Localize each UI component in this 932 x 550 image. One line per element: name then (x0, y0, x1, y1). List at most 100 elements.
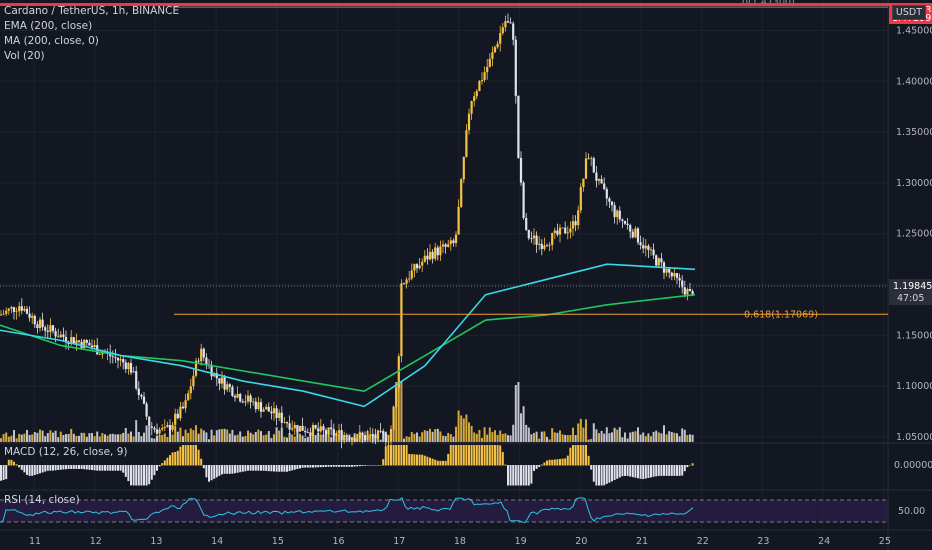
chart-legend: Cardano / TetherUS, 1h, BINANCE EMA (200… (4, 4, 179, 64)
macd-bar (39, 465, 41, 474)
time-tick-label: 15 (272, 536, 284, 547)
volume-bar (231, 429, 234, 442)
macd-bar (88, 465, 91, 470)
candle-body (644, 245, 647, 249)
volume-bar (26, 429, 28, 442)
indicator-ema-label[interactable]: EMA (200, close) (4, 20, 93, 32)
candle-body (600, 179, 603, 184)
candle (249, 393, 252, 409)
volume-bar (72, 433, 75, 442)
macd-bar (54, 465, 57, 471)
volume-bar (564, 434, 567, 442)
candle (675, 272, 679, 285)
candle (441, 240, 445, 253)
candle (179, 401, 182, 422)
volume-bar (218, 429, 221, 442)
macd-bar (52, 465, 54, 471)
macd-bar (494, 445, 496, 466)
candle (280, 406, 283, 428)
volume-bar (166, 437, 169, 442)
volume-bar (590, 438, 593, 442)
volume-bar (473, 432, 476, 442)
macd-bar (689, 465, 691, 466)
volume-bar (31, 434, 34, 442)
candle-body (278, 412, 281, 418)
candle (522, 180, 525, 220)
indicator-vol-label[interactable]: Vol (20) (4, 50, 45, 62)
candle (670, 271, 673, 281)
rsi-pane-label[interactable]: RSI (14, close) (4, 494, 80, 506)
candle (150, 421, 153, 436)
volume-bar (408, 436, 411, 442)
candle (408, 270, 411, 283)
candle (447, 239, 450, 248)
volume-bar (340, 430, 343, 442)
volume-bar (254, 431, 257, 442)
candle-body (72, 337, 75, 345)
candle-body (298, 425, 302, 432)
macd-bar (364, 465, 366, 466)
candle-body (556, 230, 559, 235)
candle (241, 398, 244, 404)
candle (452, 238, 455, 247)
macd-bar (496, 445, 499, 466)
macd-bar (319, 465, 322, 468)
volume-bar (93, 436, 96, 442)
candle-body (426, 255, 429, 260)
candle (176, 409, 179, 420)
candle-body (681, 280, 684, 288)
macd-bar (384, 446, 387, 466)
macd-bar (44, 465, 47, 472)
volume-bar (343, 434, 346, 442)
candle (655, 254, 658, 267)
candle (618, 206, 621, 223)
volume-bar (83, 432, 86, 442)
volume-bar (423, 430, 426, 442)
candle (153, 426, 156, 433)
volume-bar (171, 434, 174, 442)
candle-body (322, 426, 325, 431)
candle (135, 365, 138, 391)
candle (283, 417, 286, 424)
macd-bar (527, 465, 530, 486)
volume-bar (470, 425, 473, 442)
indicator-ma-label[interactable]: MA (200, close, 0) (4, 35, 99, 47)
candle (473, 91, 476, 107)
macd-bar (530, 465, 533, 484)
volume-bar (351, 437, 353, 442)
candle-body (551, 232, 554, 245)
macd-bar (561, 458, 564, 466)
volume-bar (548, 439, 551, 442)
candle (530, 231, 533, 243)
candle (647, 244, 650, 259)
rsi-tick-label: 50.00 (898, 506, 925, 517)
volume-bar (137, 431, 140, 442)
currency-badge[interactable]: USDT (891, 5, 926, 20)
macd-bar (449, 445, 452, 466)
candle-body (51, 325, 55, 332)
macd-bar (104, 465, 106, 471)
candle-body (603, 183, 606, 190)
candle (51, 325, 55, 334)
candle (148, 416, 151, 427)
macd-pane-label[interactable]: MACD (12, 26, close, 9) (4, 446, 128, 458)
candle-body (517, 95, 520, 158)
volume-bar (18, 433, 21, 442)
candle-body (670, 272, 673, 277)
volume-bar (538, 438, 541, 442)
candle (629, 223, 632, 239)
volume-bar (296, 428, 299, 442)
candle (603, 177, 606, 191)
time-tick-label: 13 (150, 536, 162, 547)
volume-bar (358, 431, 361, 442)
candle (301, 417, 304, 431)
volume-bar (395, 382, 398, 442)
candle-body (475, 91, 478, 97)
macd-bar (426, 456, 429, 466)
volume-bar (104, 434, 106, 442)
volume-bars (0, 382, 694, 442)
macd-bar (358, 465, 361, 467)
volume-bar (491, 432, 494, 442)
macd-bar (522, 465, 525, 486)
